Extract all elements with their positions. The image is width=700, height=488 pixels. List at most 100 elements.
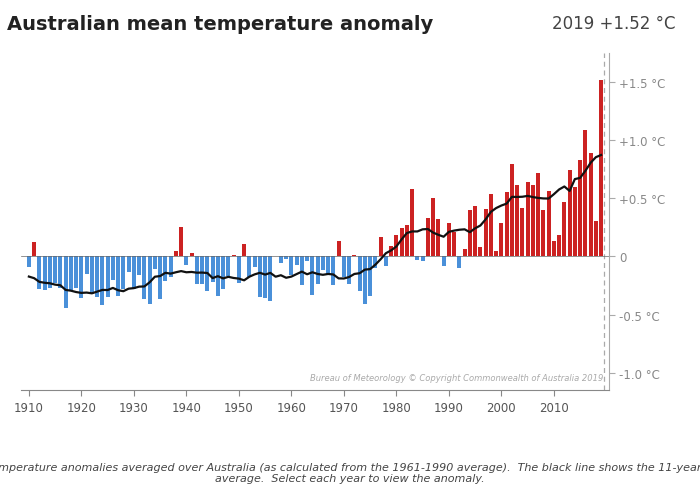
Bar: [300, 257, 304, 286]
Bar: [142, 257, 146, 300]
Bar: [594, 222, 598, 257]
Bar: [421, 257, 425, 262]
Bar: [279, 257, 283, 264]
Bar: [557, 236, 561, 257]
Bar: [74, 257, 78, 288]
Bar: [415, 257, 419, 261]
Text: 2019 +1.52 °C: 2019 +1.52 °C: [552, 15, 676, 33]
Bar: [568, 171, 572, 257]
Bar: [174, 251, 178, 257]
Bar: [494, 251, 498, 257]
Bar: [310, 257, 314, 295]
Bar: [562, 203, 566, 257]
Text: Australian mean temperature anomaly: Australian mean temperature anomaly: [7, 15, 433, 34]
Bar: [226, 257, 230, 277]
Bar: [337, 242, 341, 257]
Bar: [316, 257, 320, 285]
Bar: [90, 257, 94, 294]
Bar: [184, 257, 188, 265]
Bar: [505, 193, 509, 257]
Bar: [394, 236, 398, 257]
Bar: [58, 257, 62, 288]
Bar: [520, 208, 524, 257]
Bar: [389, 246, 393, 257]
Bar: [258, 257, 262, 298]
Bar: [358, 257, 362, 292]
Bar: [368, 257, 372, 296]
Bar: [552, 242, 556, 257]
Bar: [137, 257, 141, 275]
Bar: [536, 173, 540, 257]
Bar: [410, 189, 414, 257]
Bar: [342, 257, 346, 278]
Bar: [583, 130, 587, 257]
Bar: [200, 257, 204, 285]
Bar: [221, 257, 225, 289]
Bar: [232, 256, 236, 257]
Bar: [216, 257, 220, 296]
Bar: [195, 257, 199, 285]
Bar: [148, 257, 152, 305]
Bar: [489, 194, 493, 257]
Bar: [347, 257, 351, 285]
Bar: [589, 154, 593, 257]
Bar: [85, 257, 89, 274]
Bar: [53, 257, 57, 284]
Bar: [331, 257, 335, 286]
Bar: [599, 81, 603, 257]
Text: Mean temperature anomalies averaged over Australia (as calculated from the 1961-: Mean temperature anomalies averaged over…: [0, 462, 700, 483]
Bar: [526, 183, 530, 257]
Bar: [499, 223, 503, 257]
Bar: [205, 257, 209, 292]
Bar: [106, 257, 110, 298]
Bar: [463, 250, 467, 257]
Bar: [468, 210, 472, 257]
Bar: [531, 186, 535, 257]
Bar: [116, 257, 120, 296]
Bar: [442, 257, 446, 266]
Bar: [547, 192, 551, 257]
Bar: [289, 257, 293, 275]
Bar: [153, 257, 157, 270]
Bar: [263, 257, 267, 299]
Bar: [473, 207, 477, 257]
Bar: [373, 257, 377, 268]
Bar: [515, 186, 519, 257]
Bar: [326, 257, 330, 274]
Bar: [43, 257, 47, 290]
Bar: [478, 247, 482, 257]
Bar: [447, 223, 451, 257]
Bar: [100, 257, 104, 305]
Bar: [284, 257, 288, 259]
Bar: [121, 257, 125, 289]
Bar: [484, 209, 488, 257]
Bar: [268, 257, 272, 301]
Bar: [169, 257, 173, 278]
Bar: [163, 257, 167, 281]
Bar: [69, 257, 73, 290]
Bar: [247, 257, 251, 278]
Bar: [578, 161, 582, 257]
Bar: [541, 210, 545, 257]
Bar: [132, 257, 136, 289]
Bar: [321, 257, 325, 271]
Bar: [237, 257, 241, 284]
Bar: [384, 257, 388, 266]
Bar: [457, 257, 461, 268]
Bar: [179, 228, 183, 257]
Bar: [127, 257, 131, 272]
Bar: [190, 253, 194, 257]
Bar: [295, 257, 299, 265]
Bar: [305, 257, 309, 262]
Bar: [573, 187, 577, 257]
Bar: [95, 257, 99, 298]
Bar: [400, 229, 404, 257]
Bar: [79, 257, 83, 299]
Bar: [363, 257, 367, 305]
Text: Bureau of Meteorology © Copyright Commonwealth of Australia 2019: Bureau of Meteorology © Copyright Common…: [310, 373, 604, 382]
Bar: [32, 243, 36, 257]
Bar: [452, 232, 456, 257]
Bar: [211, 257, 215, 283]
Bar: [431, 199, 435, 257]
Bar: [379, 237, 383, 257]
